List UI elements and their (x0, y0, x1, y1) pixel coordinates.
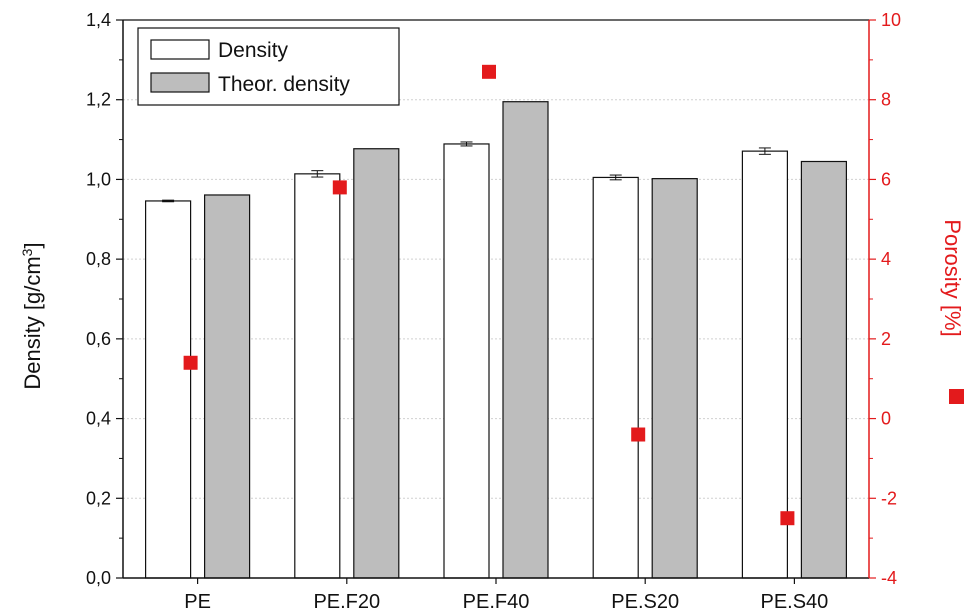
y-tick-label: 0,6 (86, 329, 111, 349)
y-tick-label: 1,0 (86, 169, 111, 189)
legend: Density Theor. density (137, 27, 400, 106)
porosity-point (482, 64, 496, 79)
x-tick-label: PE.F20 (313, 591, 380, 613)
bar-theor-density (800, 160, 848, 579)
x-tick-label: PE (184, 591, 211, 613)
legend-label-theor-density: Theor. density (218, 73, 350, 96)
bar-theor-density (353, 148, 400, 579)
bar-density (443, 143, 490, 579)
bar-theor-density (204, 194, 251, 579)
ticks: PE PE.F20 PE.F40 PE.S20 PE.S40 0,0 0,2 0,4 0,6 0,… (86, 10, 901, 613)
porosity-markers (183, 64, 795, 526)
y2-tick-label: 0 (881, 409, 891, 429)
y2-tick-label: 10 (881, 10, 901, 30)
y-tick-label: 0,8 (86, 249, 111, 269)
porosity-point (631, 427, 646, 442)
y2-axis-title-marker (949, 389, 964, 404)
y-tick-label: 0,0 (86, 568, 111, 588)
porosity-point (332, 180, 347, 195)
bar-density (592, 176, 639, 579)
legend-swatch-theor-density (150, 72, 210, 93)
y2-tick-label: 8 (881, 90, 891, 110)
y2-tick-label: 2 (881, 329, 891, 349)
y-tick-label: 0,4 (86, 409, 111, 429)
y2-tick-label: 6 (881, 169, 891, 189)
bar-theor-density (651, 178, 698, 579)
bar-theor-density (502, 101, 549, 579)
x-tick-label: PE.S20 (611, 591, 679, 613)
y-tick-label: 1,4 (86, 10, 111, 30)
y-tick-label: 1,2 (86, 90, 111, 110)
x-tick-label: PE.S40 (760, 591, 828, 613)
y2-tick-label: 4 (881, 249, 891, 269)
y2-tick-label: -4 (881, 568, 897, 588)
legend-label-density: Density (218, 39, 289, 62)
y-tick-label: 0,2 (86, 488, 111, 508)
x-tick-label: PE.F40 (463, 591, 530, 613)
porosity-point (183, 355, 198, 370)
y2-tick-label: -2 (881, 488, 897, 508)
y2-axis-title: Porosity [%] (940, 219, 965, 336)
porosity-point (780, 511, 795, 526)
y-axis-title: Density [g/cm3] (19, 242, 45, 389)
bars (145, 101, 848, 579)
legend-swatch-density (150, 39, 210, 60)
bar-density (294, 173, 341, 579)
bar-density (145, 200, 192, 579)
error-bars (162, 141, 771, 203)
